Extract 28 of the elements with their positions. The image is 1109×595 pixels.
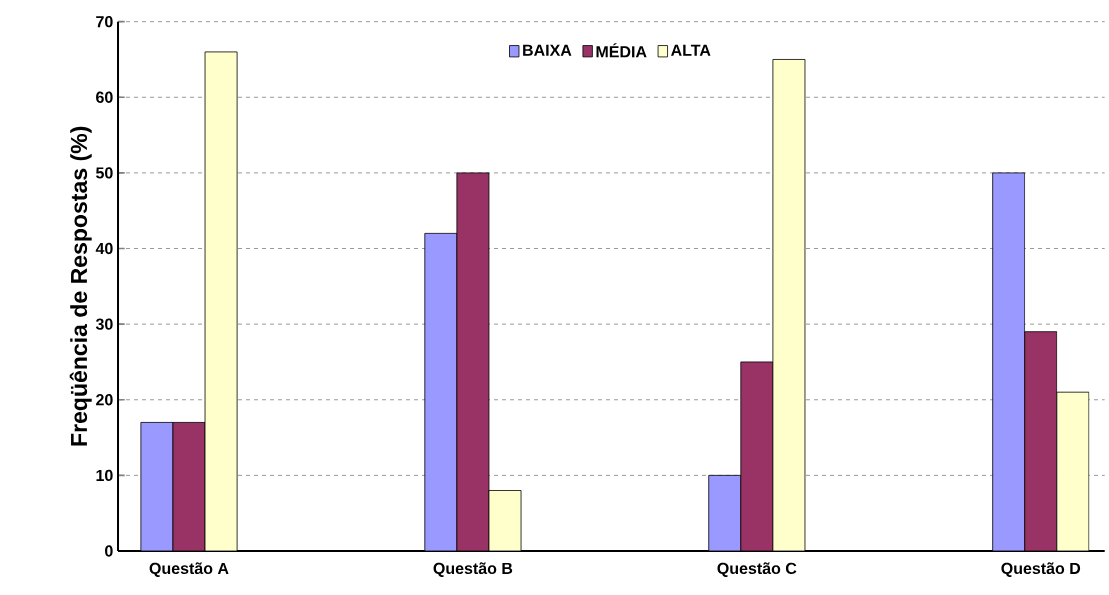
bar xyxy=(204,51,238,551)
y-tick-label: 50 xyxy=(96,167,113,179)
x-tick-label: Questão C xyxy=(717,562,797,578)
legend-label: BAIXA xyxy=(523,44,572,56)
y-tick-label: 20 xyxy=(96,394,113,406)
bar xyxy=(424,232,458,551)
bar xyxy=(992,172,1026,551)
y-tick-label: 60 xyxy=(96,91,113,103)
y-tick-label: 30 xyxy=(95,318,113,330)
y-axis-title: Freqüência de Respostas (%) xyxy=(69,126,92,446)
bar xyxy=(456,172,490,551)
bar xyxy=(772,59,806,551)
x-tick-label: Questão A xyxy=(149,562,229,578)
y-tick-label: 0 xyxy=(105,545,113,557)
bar xyxy=(140,422,174,551)
x-tick-label: Questão D xyxy=(1001,562,1081,578)
legend-label: ALTA xyxy=(671,44,711,56)
bar xyxy=(708,474,742,551)
bar xyxy=(740,361,774,551)
y-tick-label: 70 xyxy=(96,16,113,28)
bar xyxy=(1056,391,1090,551)
y-tick-label: 40 xyxy=(95,242,113,255)
x-tick-label: Questão B xyxy=(433,562,513,578)
y-tick-label: 10 xyxy=(96,469,113,482)
bar xyxy=(488,490,522,551)
bar xyxy=(172,422,206,551)
legend-label: MÉDIA xyxy=(596,43,647,58)
bar xyxy=(1024,331,1058,551)
